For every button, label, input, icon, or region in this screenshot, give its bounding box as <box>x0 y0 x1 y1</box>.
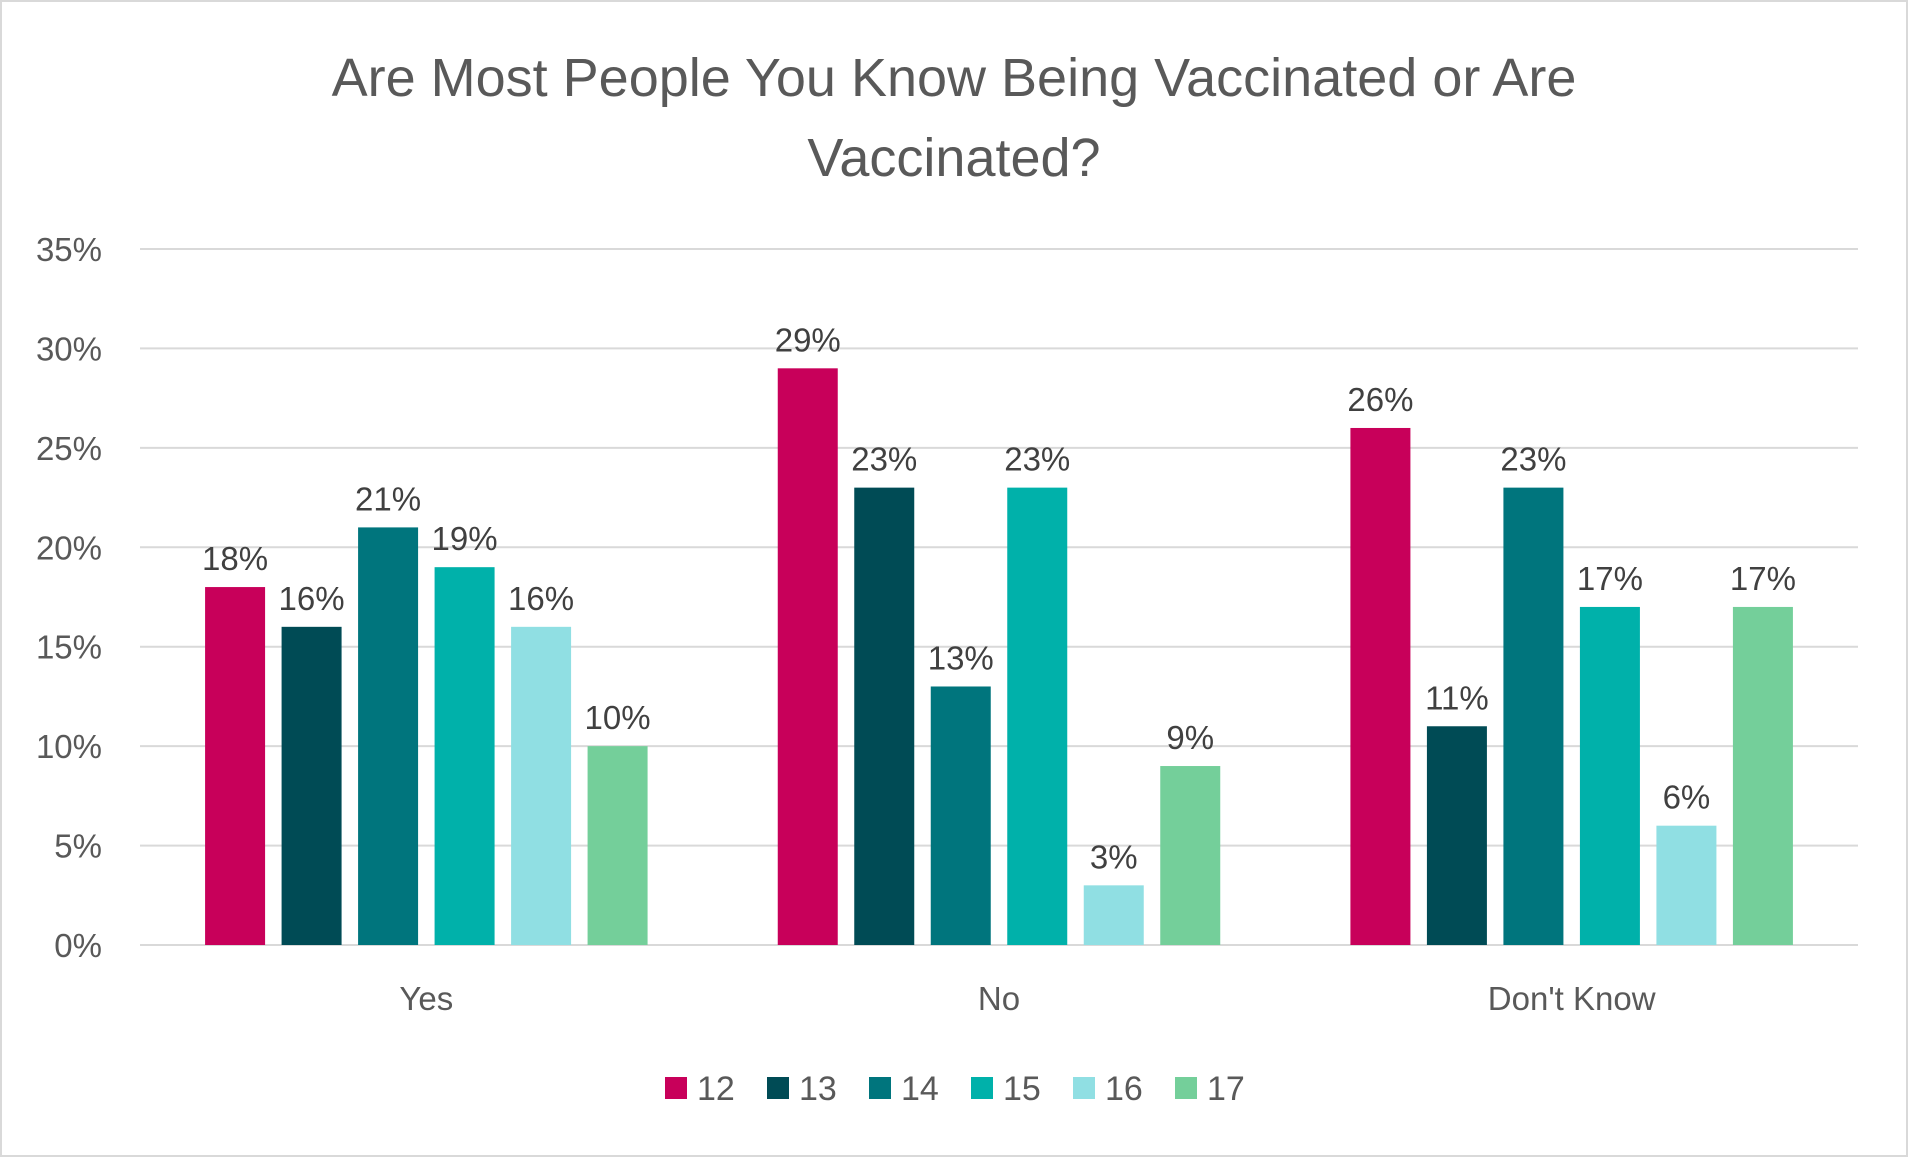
data-label: 3% <box>1090 838 1138 875</box>
legend-label: 15 <box>1003 1070 1041 1108</box>
bar-16-2 <box>1656 825 1717 945</box>
bar-15-1 <box>1007 487 1068 945</box>
category-label: Yes <box>399 980 453 1017</box>
legend-label: 16 <box>1105 1070 1143 1108</box>
legend-swatch <box>1175 1077 1197 1099</box>
bar-17-1 <box>1160 766 1221 945</box>
bars <box>205 368 1793 945</box>
x-axis-category-labels: Yes No Don't Know <box>399 980 1655 1017</box>
legend-label: 14 <box>901 1070 939 1108</box>
legend-swatch <box>1073 1077 1095 1099</box>
data-label: 16% <box>508 580 574 617</box>
legend-label: 12 <box>697 1070 735 1108</box>
bar-17-0 <box>587 746 648 945</box>
y-tick-label: 5% <box>54 828 102 865</box>
data-label: 23% <box>1004 441 1070 478</box>
chart-title-line-2: Vaccinated? <box>807 128 1100 188</box>
data-label: 29% <box>775 321 841 358</box>
bar-12-2 <box>1350 427 1411 945</box>
bar-15-2 <box>1579 606 1640 945</box>
legend-swatch <box>971 1077 993 1099</box>
legend-swatch <box>767 1077 789 1099</box>
data-label: 23% <box>1500 441 1566 478</box>
bar-14-1 <box>930 686 991 945</box>
bar-12-1 <box>777 368 838 945</box>
legend-item-15: 15 <box>971 1070 1041 1108</box>
data-label: 13% <box>928 639 994 676</box>
bar-15-0 <box>434 567 495 945</box>
y-tick-label: 35% <box>36 231 102 268</box>
y-tick-label: 0% <box>54 927 102 964</box>
y-tick-label: 15% <box>36 629 102 666</box>
gridlines <box>140 248 1858 946</box>
bar-13-2 <box>1426 726 1487 945</box>
legend-item-17: 17 <box>1175 1070 1245 1108</box>
data-label: 17% <box>1577 560 1643 597</box>
data-label: 26% <box>1347 381 1413 418</box>
bar-16-0 <box>511 626 572 945</box>
legend-item-14: 14 <box>869 1070 939 1108</box>
data-label: 16% <box>279 580 345 617</box>
data-label: 19% <box>432 520 498 557</box>
y-tick-label: 20% <box>36 529 102 566</box>
legend-label: 17 <box>1207 1070 1245 1108</box>
data-label: 9% <box>1166 719 1214 756</box>
data-label: 10% <box>585 699 651 736</box>
data-labels: 18% 16% 21% 19% 16% 10% 29% 23% 13% 23% 3% 9% 26% 11%… <box>202 321 1796 875</box>
bar-14-2 <box>1503 487 1564 945</box>
legend-swatch <box>665 1077 687 1099</box>
legend-item-12: 12 <box>665 1070 735 1108</box>
data-label: 23% <box>851 441 917 478</box>
data-label: 17% <box>1730 560 1796 597</box>
data-label: 11% <box>1425 679 1489 716</box>
data-label: 21% <box>355 480 421 517</box>
y-tick-label: 25% <box>36 430 102 467</box>
legend: 12 13 14 15 16 17 <box>665 1070 1245 1108</box>
chart-title-line-1: Are Most People You Know Being Vaccinate… <box>332 48 1577 108</box>
bar-12-0 <box>205 587 266 945</box>
bar-13-0 <box>281 626 342 945</box>
chart-title: Are Most People You Know Being Vaccinate… <box>332 48 1577 188</box>
bar-17-2 <box>1732 606 1793 945</box>
data-label: 6% <box>1663 779 1711 816</box>
bar-16-1 <box>1083 885 1144 945</box>
legend-item-16: 16 <box>1073 1070 1143 1108</box>
legend-item-13: 13 <box>767 1070 837 1108</box>
category-label: Don't Know <box>1488 980 1656 1017</box>
y-tick-label: 10% <box>36 728 102 765</box>
category-label: No <box>978 980 1020 1017</box>
y-axis-tick-labels: 0% 5% 10% 15% 20% 25% 30% 35% <box>36 231 102 964</box>
legend-swatch <box>869 1077 891 1099</box>
bar-14-0 <box>358 527 419 945</box>
legend-label: 13 <box>799 1070 837 1108</box>
y-tick-label: 30% <box>36 330 102 367</box>
data-label: 18% <box>202 540 268 577</box>
bar-13-1 <box>854 487 915 945</box>
